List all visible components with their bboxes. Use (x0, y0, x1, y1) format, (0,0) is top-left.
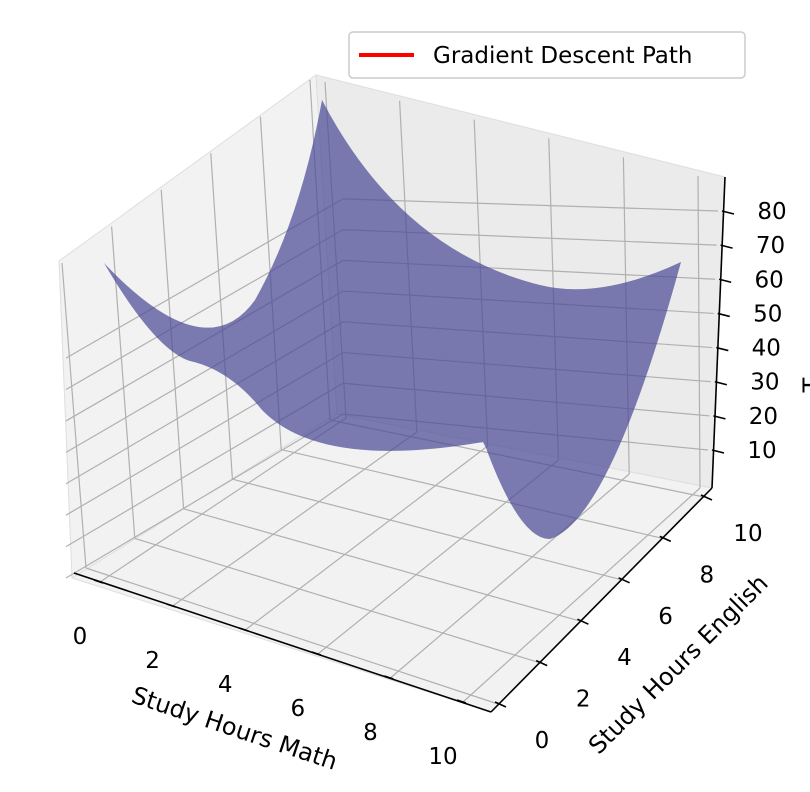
z-tick (713, 415, 726, 420)
loss-surface (104, 100, 681, 540)
y-tick (618, 577, 630, 584)
z-tick-label: 30 (750, 370, 779, 396)
x-axis-label: Study Hours Math (128, 681, 341, 776)
z-axis-label: T (798, 377, 810, 393)
z-tick-label: 50 (753, 301, 782, 327)
x-gridline (390, 473, 630, 679)
z-tick (721, 210, 735, 215)
z-tick-label: 20 (749, 404, 778, 430)
x-gridline (172, 431, 418, 607)
y-tick-label: 0 (535, 728, 550, 754)
z-gridline (342, 198, 719, 212)
x-tick (456, 699, 467, 704)
z-tick-label: 10 (747, 438, 776, 464)
y-gridline (134, 537, 540, 664)
z-tick (714, 380, 728, 386)
z-tick (711, 449, 725, 454)
x-gridline (244, 445, 488, 631)
z-tick (718, 278, 732, 284)
x-tick (93, 579, 104, 584)
x-tick-label: 4 (218, 672, 233, 698)
z-gridline-left (65, 413, 344, 579)
x-tick-label: 10 (428, 744, 457, 770)
y-axis-label: Study Hours English (583, 569, 774, 760)
y-tick (535, 659, 548, 667)
z-tick (717, 312, 730, 318)
y-tick (659, 535, 672, 543)
x-tick (384, 675, 394, 680)
y-gridline (232, 478, 622, 581)
axis-ticks (93, 210, 735, 708)
legend-label-gradient-path: Gradient Descent Path (433, 43, 693, 69)
x-tick-label: 0 (73, 624, 88, 650)
y-tick (494, 701, 507, 708)
y-tick-label: 10 (733, 521, 762, 547)
y-gridline-left (61, 262, 87, 569)
x-tick-label: 8 (363, 720, 378, 746)
z-tick-label: 60 (755, 267, 784, 293)
y-gridline (85, 567, 499, 705)
y-tick (700, 494, 713, 501)
y-tick (577, 618, 589, 625)
y-tick-label: 2 (576, 687, 591, 713)
y-tick-label: 4 (617, 645, 632, 671)
z-tick-label: 40 (752, 336, 781, 362)
x-tick-label: 2 (145, 648, 160, 674)
x-tick (238, 627, 249, 632)
x-gridline (99, 417, 347, 583)
x-gridline (462, 487, 701, 703)
legend: Gradient Descent Path (348, 31, 746, 79)
axis-lines (73, 176, 726, 713)
z-tick-label: 80 (757, 199, 786, 225)
y-tick-label: 6 (658, 604, 673, 630)
legend-box (348, 31, 746, 79)
y-gridline-left (210, 153, 233, 480)
x-gridline-back (697, 175, 701, 489)
x-tick-label: 6 (290, 696, 305, 722)
y-tick-label: 8 (699, 562, 714, 588)
x-tick (311, 651, 322, 656)
z-tick-label: 70 (756, 233, 785, 259)
z-tick (720, 244, 733, 249)
x-tick (166, 603, 176, 608)
z-tick (716, 346, 729, 352)
y-gridline (281, 449, 663, 539)
y-gridline (183, 508, 581, 622)
